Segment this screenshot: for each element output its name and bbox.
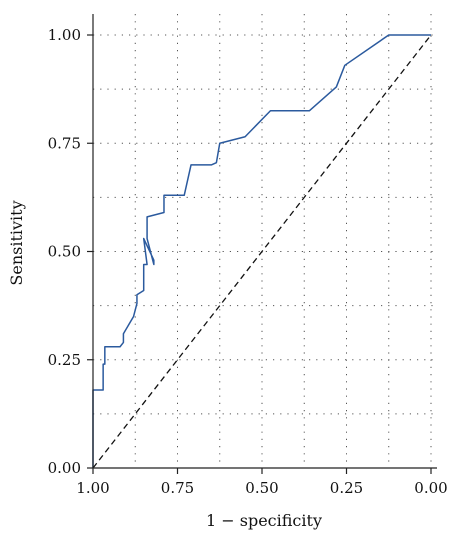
x-axis-title: 1 − specificity [206,511,322,530]
x-tick-label: 0.50 [245,479,278,497]
y-axis-title: Sensitivity [7,200,26,285]
x-tick-label: 1.00 [76,479,109,497]
x-tick-label: 0.75 [161,479,194,497]
y-tick-label: 0.50 [48,243,81,261]
y-tick-label: 0.00 [48,459,81,477]
roc-curve-line [92,34,431,468]
axes [92,14,437,469]
reference-diagonal-line [92,34,432,469]
plot-area [92,34,432,469]
ticks: 1.00 0.75 0.50 0.25 0.00 0.00 0.25 0.50 0.75 1.00 [48,26,448,497]
y-tick-label: 0.75 [48,134,81,152]
y-tick-label: 0.25 [48,351,81,369]
x-tick-label: 0.00 [414,479,447,497]
x-tick-label: 0.25 [330,479,363,497]
y-tick-label: 1.00 [48,26,81,44]
